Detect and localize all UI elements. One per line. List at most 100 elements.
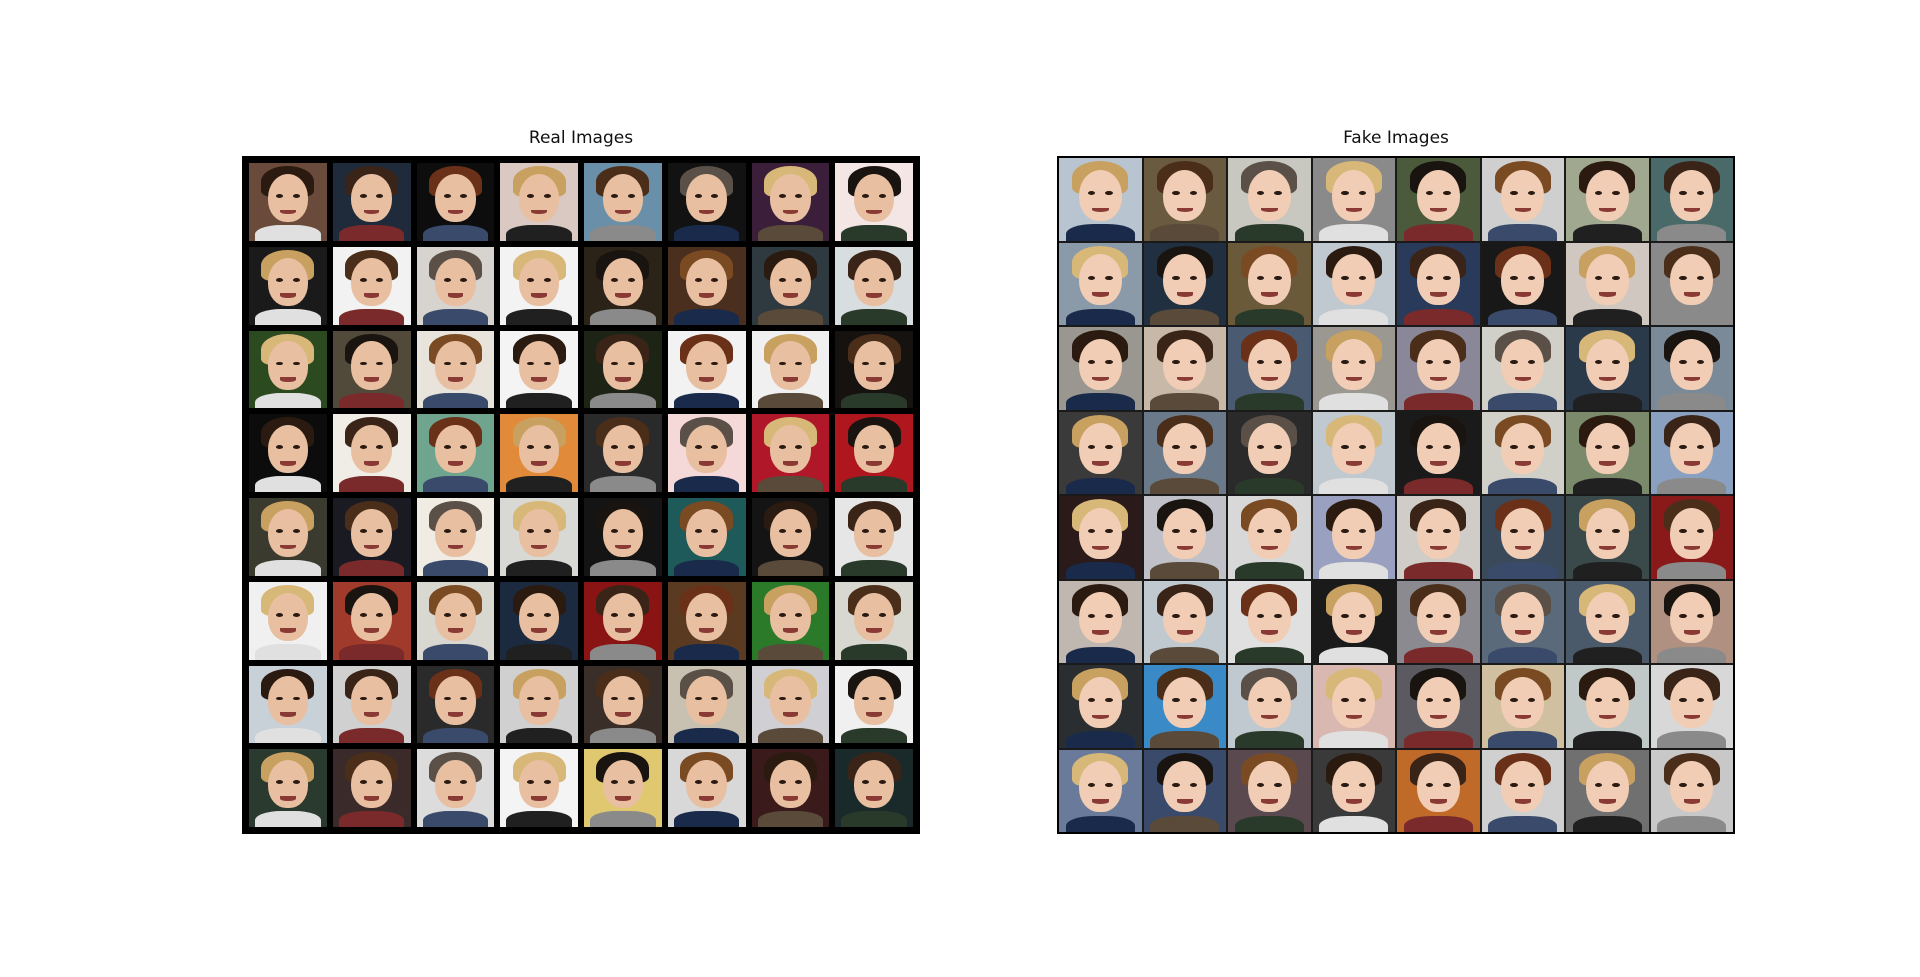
mouth — [1092, 461, 1109, 466]
fake-face-thumbnail — [1397, 665, 1480, 748]
right-eye — [878, 780, 886, 785]
mouth — [615, 293, 631, 299]
right-eye — [1274, 613, 1282, 618]
real-face-thumbnail — [332, 665, 411, 744]
right-eye — [292, 361, 300, 366]
left-eye — [1679, 360, 1687, 365]
real-face-thumbnail — [667, 581, 746, 660]
right-eye — [1696, 613, 1705, 618]
fake-face-thumbnail — [1312, 242, 1395, 325]
right-eye — [627, 445, 635, 450]
face — [1163, 338, 1207, 390]
shoulders — [841, 643, 907, 660]
face — [351, 425, 392, 474]
right-eye — [1105, 613, 1113, 618]
right-eye — [376, 780, 384, 785]
right-eye — [1612, 444, 1620, 449]
right-eye — [1105, 782, 1113, 787]
right-eye — [795, 277, 803, 282]
mouth — [280, 628, 296, 634]
fake-face-thumbnail — [1566, 749, 1649, 832]
shoulders — [1572, 731, 1642, 748]
right-eye — [376, 529, 384, 533]
fake-face-thumbnail — [1397, 327, 1480, 410]
right-eye — [627, 529, 635, 533]
face — [267, 257, 309, 306]
right-eye — [1443, 698, 1451, 703]
left-eye — [1341, 613, 1349, 618]
mouth — [1176, 799, 1193, 804]
shoulders — [841, 560, 907, 576]
mouth — [782, 377, 799, 382]
fake-face-thumbnail — [1228, 749, 1311, 832]
real-face-thumbnail — [332, 414, 411, 492]
fake-images-panel: Fake Images — [1057, 128, 1735, 834]
shoulders — [590, 476, 656, 492]
mouth — [1345, 207, 1362, 213]
real-face-thumbnail — [667, 414, 746, 492]
shoulders — [673, 643, 740, 660]
left-eye — [862, 696, 870, 701]
right-eye — [1105, 529, 1113, 534]
shoulders — [1234, 308, 1304, 325]
left-eye — [527, 361, 535, 366]
face — [518, 257, 560, 306]
shoulders — [255, 643, 321, 660]
mouth — [363, 628, 380, 634]
mouth — [1092, 545, 1109, 551]
right-eye — [1443, 444, 1451, 449]
left-eye — [359, 696, 367, 701]
mouth — [1261, 799, 1278, 804]
shoulders — [506, 392, 572, 409]
face — [686, 676, 727, 725]
real-face-thumbnail — [249, 330, 327, 409]
face — [686, 508, 727, 558]
left-eye — [694, 780, 702, 785]
right-eye — [1358, 360, 1367, 365]
left-eye — [694, 194, 702, 198]
fake-face-thumbnail — [1566, 327, 1649, 410]
face — [1332, 592, 1376, 644]
real-face-thumbnail — [751, 163, 830, 241]
right-eye — [1189, 191, 1198, 196]
mouth — [866, 377, 882, 382]
left-eye — [611, 696, 619, 701]
fake-face-thumbnail — [1397, 496, 1480, 579]
right-eye — [376, 194, 384, 198]
shoulders — [1572, 308, 1642, 325]
face — [853, 341, 895, 390]
face — [1332, 169, 1376, 221]
left-eye — [1425, 360, 1434, 365]
face — [518, 676, 560, 725]
mouth — [1683, 799, 1700, 804]
right-eye — [711, 696, 719, 701]
left-eye — [1425, 613, 1434, 618]
shoulders — [841, 308, 907, 325]
face — [351, 257, 392, 306]
real-face-thumbnail — [500, 581, 578, 660]
shoulders — [1488, 393, 1558, 410]
fake-face-thumbnail — [1312, 327, 1395, 410]
real-face-thumbnail — [667, 665, 746, 744]
fake-face-thumbnail — [1059, 242, 1142, 325]
face — [1247, 507, 1291, 559]
right-eye — [1696, 529, 1705, 534]
right-eye — [711, 194, 719, 198]
shoulders — [506, 560, 572, 576]
left-eye — [359, 194, 367, 198]
left-eye — [1172, 444, 1180, 449]
face — [1585, 254, 1629, 306]
right-eye — [292, 194, 300, 198]
real-face-thumbnail — [751, 749, 830, 827]
right-eye — [795, 445, 803, 450]
shoulders — [1403, 646, 1473, 663]
mouth — [782, 544, 799, 550]
mouth — [531, 628, 547, 634]
mouth — [1261, 630, 1278, 635]
fake-face-thumbnail — [1143, 327, 1226, 410]
left-eye — [276, 445, 284, 450]
shoulders — [1572, 562, 1642, 579]
shoulders — [1403, 224, 1473, 241]
fake-face-thumbnail — [1481, 242, 1564, 325]
mouth — [1261, 714, 1278, 720]
